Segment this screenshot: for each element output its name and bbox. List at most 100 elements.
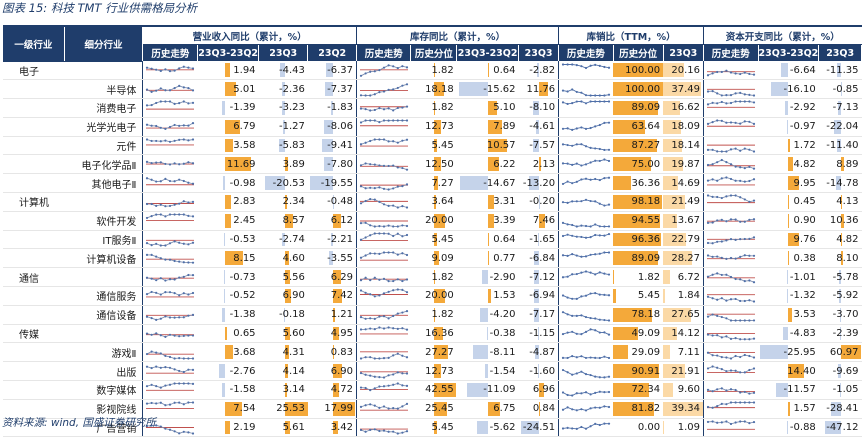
value-cell: -7.12 — [519, 268, 559, 287]
sparkline-point — [387, 317, 389, 319]
value-text: 16.36 — [425, 328, 457, 339]
value-cell: 89.09 — [613, 99, 663, 118]
sparkline-point — [712, 178, 714, 180]
value-text: -8.10 — [529, 102, 558, 113]
level1-cell — [3, 211, 64, 230]
value-cell: 5.45 — [613, 287, 663, 306]
sparkline-point — [160, 214, 162, 216]
sparkline-point — [397, 67, 399, 69]
sparkline-point — [360, 94, 362, 96]
sparkline-point — [146, 403, 148, 405]
sparkline-point — [178, 383, 180, 385]
sparkline-point — [383, 165, 385, 167]
trend-cell — [704, 211, 759, 230]
sparkline-point — [590, 236, 592, 238]
sparkline-point — [392, 315, 394, 317]
sparkline-point — [169, 101, 171, 103]
sparkline-point — [151, 291, 153, 293]
value-cell: 4.14 — [259, 362, 308, 381]
sparkline-point — [585, 94, 587, 96]
sparkline-point — [567, 255, 569, 257]
trend-cell — [559, 211, 614, 230]
sparkline-point — [192, 402, 194, 404]
sparkline-point — [562, 333, 564, 335]
sparkline-chart — [359, 157, 409, 172]
value-text: -2.76 — [230, 366, 259, 377]
value-cell: -2.74 — [259, 230, 308, 249]
sparkline-point — [387, 140, 389, 142]
value-cell: 9.95 — [758, 174, 819, 193]
sparkline-point — [739, 278, 741, 280]
value-text: 3.14 — [283, 384, 308, 395]
sparkline-point — [183, 275, 185, 277]
sparkline-point — [730, 219, 732, 221]
trend-cell — [356, 211, 411, 230]
value-cell: 4.82 — [819, 230, 862, 249]
value-bar — [785, 101, 788, 115]
value-cell: -14.67 — [457, 174, 519, 193]
sparkline-point — [387, 165, 389, 167]
sparkline-point — [603, 376, 605, 378]
level2-cell: 数字媒体 — [64, 381, 143, 400]
sparkline-point — [608, 226, 610, 228]
sparkline-point — [712, 298, 714, 300]
sparkline-point — [590, 394, 592, 396]
trend-cell — [704, 249, 759, 268]
sparkline-point — [567, 180, 569, 182]
sparkline-point — [585, 199, 587, 201]
value-text: 1.09 — [678, 422, 703, 433]
sparkline-point — [748, 101, 750, 103]
value-text: 6.90 — [331, 366, 356, 377]
sparkline-point — [725, 273, 727, 275]
sparkline-point — [594, 234, 596, 236]
sparkline-point — [753, 320, 755, 322]
sparkline-point — [178, 125, 180, 127]
sparkline-point — [753, 167, 755, 169]
sparkline-point — [567, 90, 569, 92]
value-cell: 3.64 — [411, 193, 457, 212]
trend-cell — [356, 418, 411, 437]
sparkline-point — [730, 276, 732, 278]
sparkline-point — [401, 385, 403, 387]
value-text: -0.97 — [790, 121, 819, 132]
sparkline-chart — [359, 326, 409, 341]
sparkline-point — [599, 357, 601, 359]
sparkline-point — [383, 251, 385, 253]
level1-cell — [3, 249, 64, 268]
value-text: 7.11 — [678, 347, 703, 358]
sparkline-point — [188, 215, 190, 217]
trend-cell — [356, 230, 411, 249]
sparkline-point — [603, 355, 605, 357]
level2-cell: 软件开发 — [64, 211, 143, 230]
sparkline-point — [383, 120, 385, 122]
sparkline-point — [360, 406, 362, 408]
value-text: -4.87 — [529, 347, 558, 358]
sparkline-point — [364, 142, 366, 144]
value-cell: -1.38 — [198, 305, 259, 324]
level1-header: 一级行业 — [3, 26, 64, 61]
sparkline-point — [735, 298, 737, 300]
sparkline-point — [571, 408, 573, 410]
value-cell: 7.54 — [198, 399, 259, 418]
value-text: 9.09 — [431, 253, 456, 264]
sparkline-point — [585, 103, 587, 105]
value-cell: 89.09 — [613, 249, 663, 268]
sparkline-point — [590, 425, 592, 427]
value-cell: 75.00 — [613, 155, 663, 174]
value-text: -7.80 — [327, 159, 356, 170]
sparkline-chart — [359, 213, 409, 228]
value-text: 17.99 — [324, 403, 356, 414]
sparkline-point — [594, 329, 596, 331]
value-cell: 29.09 — [613, 343, 663, 362]
sparkline-point — [160, 180, 162, 182]
sparkline-point — [721, 70, 723, 72]
sparkline-point — [603, 177, 605, 179]
value-cell: -28.41 — [819, 399, 862, 418]
sparkline-point — [378, 69, 380, 71]
sparkline-point — [369, 224, 371, 226]
sparkline-point — [725, 239, 727, 241]
value-text: 90.91 — [631, 366, 663, 377]
col-header: 23Q3 — [259, 45, 308, 62]
